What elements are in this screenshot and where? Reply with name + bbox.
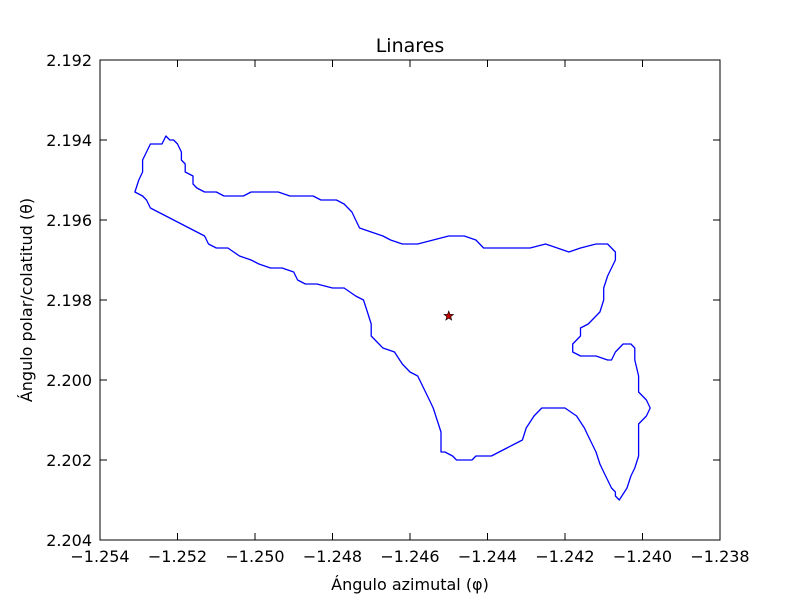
y-tick-label: 2.200 bbox=[46, 371, 92, 390]
x-tick-label: −1.240 bbox=[613, 547, 672, 566]
y-axis-title: Ángulo polar/colatitud (θ) bbox=[17, 198, 36, 402]
centroid-star-marker bbox=[443, 310, 455, 321]
boundary-line bbox=[134, 135, 651, 501]
y-tick-label: 2.198 bbox=[46, 291, 92, 310]
chart-title: Linares bbox=[376, 35, 445, 57]
x-tick-label: −1.248 bbox=[303, 547, 362, 566]
x-tick-label: −1.242 bbox=[535, 547, 594, 566]
plot-frame bbox=[99, 59, 721, 541]
x-tick-label: −1.254 bbox=[70, 547, 129, 566]
y-axis: 2.192 2.194 2.196 2.198 2.200 2.202 2.204 bbox=[46, 51, 720, 550]
x-tick-label: −1.250 bbox=[225, 547, 284, 566]
y-tick-label: 2.194 bbox=[46, 131, 92, 150]
x-axis: −1.254 −1.252 −1.250 −1.248 −1.246 −1.244 −1.2… bbox=[70, 60, 750, 566]
plot-area bbox=[99, 59, 721, 541]
x-axis-title: Ángulo azimutal (φ) bbox=[331, 575, 489, 594]
y-tick-label: 2.196 bbox=[46, 211, 92, 230]
y-tick-label: 2.192 bbox=[46, 51, 92, 70]
x-tick-label: −1.244 bbox=[458, 547, 517, 566]
x-tick-label: −1.238 bbox=[690, 547, 749, 566]
y-tick-label: 2.204 bbox=[46, 531, 92, 550]
x-tick-label: −1.246 bbox=[380, 547, 439, 566]
y-tick-label: 2.202 bbox=[46, 451, 92, 470]
x-tick-label: −1.252 bbox=[148, 547, 207, 566]
